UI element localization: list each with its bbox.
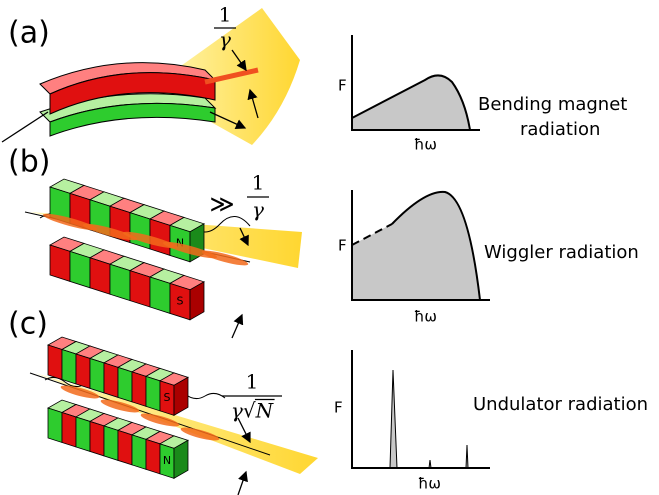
magnet-front (146, 376, 160, 410)
magnet-front (62, 349, 76, 383)
angle-numerator: 1 (219, 3, 232, 27)
pole-label: N (163, 454, 171, 467)
angle-denominator: γ√N (231, 399, 275, 423)
magnet-front (146, 439, 160, 473)
magnet-front (118, 430, 132, 464)
y-axis-label: F (334, 399, 343, 417)
magnet-front (130, 213, 150, 249)
panel-label: (a) (8, 16, 50, 51)
caption: Wiggler radiation (484, 242, 639, 263)
magnet-front (132, 435, 146, 469)
x-axis-label: ħω (418, 475, 441, 493)
magnet-front (48, 345, 62, 379)
caption: Bending magnet (478, 94, 627, 115)
angle-numerator: 1 (246, 370, 259, 394)
magnet-front (110, 264, 130, 300)
magnet-front (90, 258, 110, 294)
angle-denominator: γ (252, 198, 264, 222)
magnet-front (50, 245, 70, 281)
caption: Undulator radiation (473, 394, 648, 415)
magnet-front (104, 426, 118, 460)
magnet-front (150, 277, 170, 313)
pole-label: S (164, 391, 171, 404)
x-axis-label: ħω (414, 136, 437, 154)
magnet-front (118, 367, 132, 401)
figure: (a) (b) (c) 1 γ N S ≫ 1 γ SN 1 γ√N (0, 0, 659, 495)
x-axis-label: ħω (414, 308, 437, 326)
magnet-front (90, 358, 104, 392)
pole-label: S (177, 295, 184, 308)
magnet-front (62, 412, 76, 446)
magnet-front (76, 354, 90, 388)
undulator: SN (30, 337, 318, 495)
magnet-front (130, 271, 150, 307)
angle-numerator: 1 (252, 171, 265, 195)
magnet-front (48, 408, 62, 442)
caption: radiation (520, 119, 600, 140)
magnet-front (132, 372, 146, 406)
y-axis-label: F (338, 237, 347, 255)
magnet-front (90, 421, 104, 455)
magnet-front (70, 251, 90, 287)
spectrum-plot (352, 35, 480, 130)
panel-label: (c) (8, 307, 48, 342)
panel-label: (b) (8, 145, 50, 180)
y-axis-label: F (338, 77, 347, 95)
spectrum-plot (352, 350, 490, 468)
magnet-front (76, 417, 90, 451)
much-greater: ≫ (209, 190, 234, 218)
spectrum-plot (352, 190, 490, 300)
angle-denominator: γ (219, 28, 231, 52)
magnet-front (104, 363, 118, 397)
